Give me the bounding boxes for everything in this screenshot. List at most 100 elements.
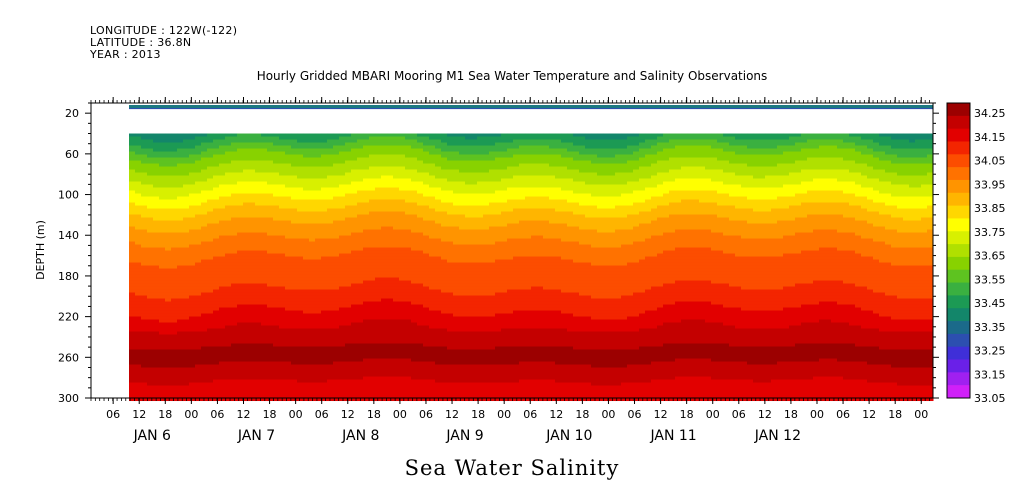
heatmap-cell — [207, 322, 214, 327]
heatmap-cell — [339, 358, 346, 363]
heatmap-cell — [159, 352, 166, 357]
heatmap-cell — [243, 313, 250, 318]
heatmap-cell — [243, 328, 250, 333]
heatmap-cell — [183, 286, 190, 291]
heatmap-cell — [411, 388, 418, 393]
heatmap-cell — [159, 337, 166, 342]
heatmap-cell — [435, 337, 442, 342]
heatmap-cell — [231, 190, 238, 195]
heatmap-cell — [135, 304, 142, 309]
heatmap-cell — [405, 148, 412, 153]
heatmap-cell — [321, 280, 328, 285]
heatmap-cell — [411, 349, 418, 354]
heatmap-cell — [363, 331, 370, 336]
heatmap-cell — [453, 136, 460, 141]
heatmap-cell — [387, 238, 394, 243]
heatmap-cell — [441, 199, 448, 204]
heatmap-cell — [237, 325, 244, 330]
heatmap-cell — [381, 145, 388, 150]
heatmap-cell — [453, 334, 460, 339]
heatmap-cell — [249, 232, 256, 237]
heatmap-cell — [171, 163, 178, 168]
heatmap-cell — [267, 154, 274, 159]
heatmap-cell — [279, 289, 286, 294]
heatmap-cell — [171, 217, 178, 222]
heatmap-cell — [135, 289, 142, 294]
heatmap-cell — [303, 175, 310, 180]
heatmap-cell — [435, 256, 442, 261]
heatmap-cell — [459, 277, 466, 282]
heatmap-cell — [135, 238, 142, 243]
heatmap-cell — [201, 202, 208, 207]
heatmap-cell — [231, 229, 238, 234]
heatmap-cell — [453, 373, 460, 378]
heatmap-cell — [279, 355, 286, 360]
heatmap-cell — [405, 361, 412, 366]
heatmap-cell — [351, 148, 358, 153]
heatmap-cell — [453, 172, 460, 177]
heatmap-cell — [165, 205, 172, 210]
heatmap-cell — [159, 340, 166, 345]
heatmap-cell — [255, 253, 262, 258]
heatmap-cell — [255, 223, 262, 228]
heatmap-cell — [249, 397, 256, 402]
heatmap-cell — [285, 196, 292, 201]
heatmap-cell — [447, 397, 454, 402]
heatmap-cell — [267, 271, 274, 276]
heatmap-cell — [453, 157, 460, 162]
heatmap-cell — [387, 289, 394, 294]
heatmap-cell — [303, 193, 310, 198]
heatmap-cell — [243, 271, 250, 276]
heatmap-cell — [453, 379, 460, 384]
heatmap-cell — [279, 313, 286, 318]
heatmap-cell — [273, 394, 280, 399]
heatmap-cell — [333, 307, 340, 312]
heatmap-cell — [387, 382, 394, 387]
heatmap-cell — [279, 346, 286, 351]
heatmap-cell — [297, 187, 304, 192]
heatmap-cell — [261, 172, 268, 177]
heatmap-cell — [141, 214, 148, 219]
heatmap-cell — [285, 238, 292, 243]
chart-title: Hourly Gridded MBARI Mooring M1 Sea Wate… — [257, 69, 768, 83]
heatmap-cell — [453, 364, 460, 369]
heatmap-cell — [231, 136, 238, 141]
heatmap-cell — [321, 211, 328, 216]
heatmap-cell — [345, 283, 352, 288]
heatmap-cell — [291, 205, 298, 210]
heatmap-cell — [189, 187, 196, 192]
heatmap-cell — [195, 133, 202, 138]
heatmap-cell — [243, 181, 250, 186]
heatmap-cell — [129, 259, 136, 264]
heatmap-cell — [177, 295, 184, 300]
heatmap-cell — [213, 226, 220, 231]
heatmap-cell — [387, 139, 394, 144]
heatmap-cell — [153, 244, 160, 249]
heatmap-cell — [171, 136, 178, 141]
heatmap-cell — [459, 310, 466, 315]
heatmap-cell — [279, 220, 286, 225]
heatmap-cell — [411, 397, 418, 402]
heatmap-cell — [153, 325, 160, 330]
heatmap-cell — [279, 385, 286, 390]
heatmap-cell — [315, 382, 322, 387]
heatmap-cell — [297, 136, 304, 141]
heatmap-cell — [255, 235, 262, 240]
heatmap-cell — [303, 358, 310, 363]
heatmap-cell — [297, 376, 304, 381]
heatmap-cell — [213, 241, 220, 246]
heatmap-cell — [189, 355, 196, 360]
heatmap-cell — [447, 247, 454, 252]
heatmap-cell — [261, 226, 268, 231]
heatmap-cell — [459, 196, 466, 201]
heatmap-cell — [375, 256, 382, 261]
heatmap-cell — [303, 169, 310, 174]
heatmap-cell — [399, 346, 406, 351]
heatmap-cell — [189, 331, 196, 336]
heatmap-cell — [261, 151, 268, 156]
heatmap-cell — [363, 208, 370, 213]
heatmap-cell — [231, 154, 238, 159]
heatmap-cell — [309, 202, 316, 207]
heatmap-cell — [153, 340, 160, 345]
heatmap-cell — [399, 358, 406, 363]
